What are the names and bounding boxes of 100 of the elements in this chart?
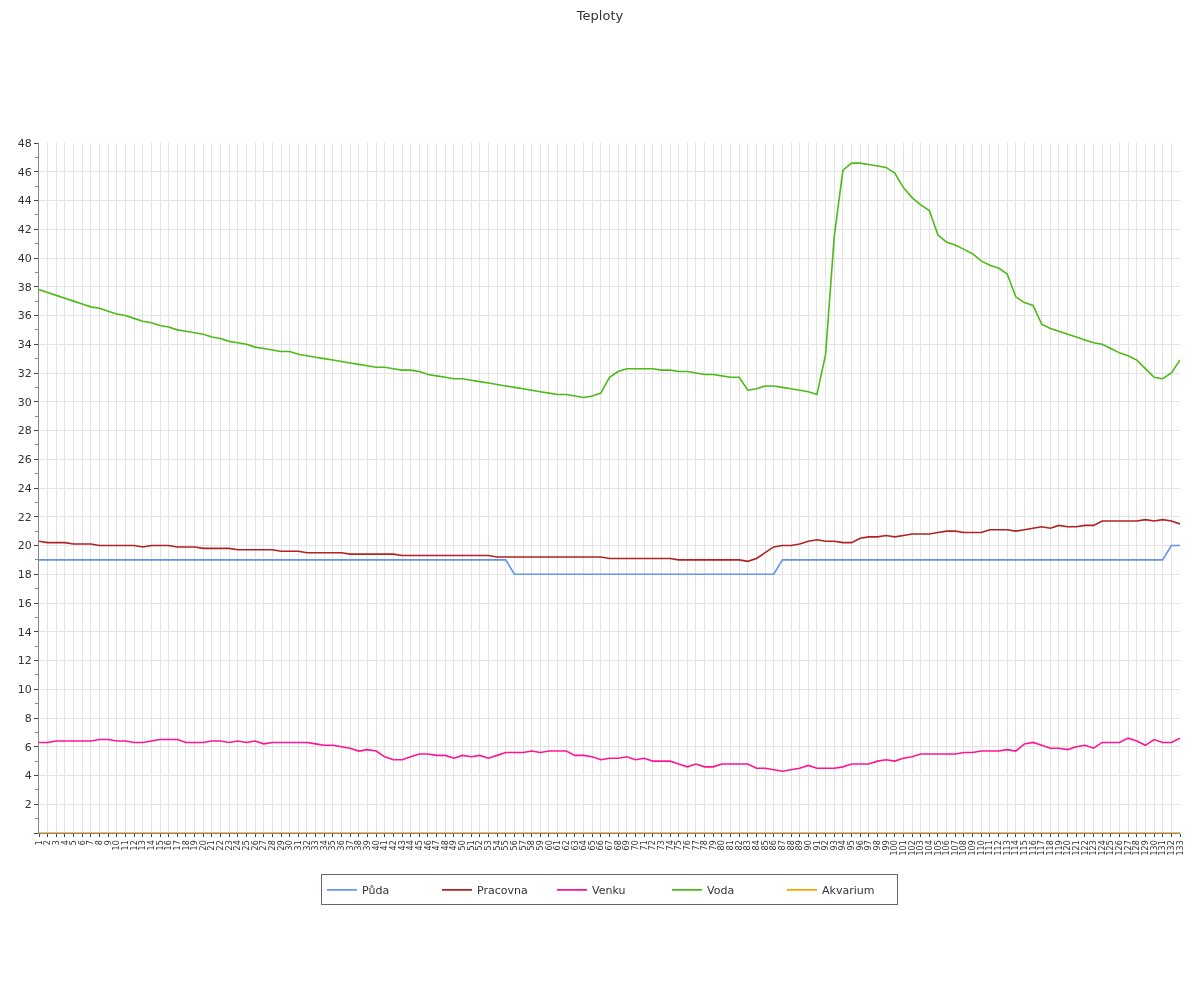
x-tick-label: 99 (881, 840, 891, 851)
x-tick-label: 4 (60, 840, 70, 846)
x-tick-label: 36 (337, 840, 347, 851)
x-tick-label: 105 (933, 840, 943, 856)
x-tick-label: 120 (1063, 840, 1073, 856)
x-tick-label: 9 (103, 840, 113, 846)
x-tick-label: 11 (121, 840, 131, 851)
x-tick-label: 108 (959, 840, 969, 856)
x-tick-label: 128 (1132, 840, 1142, 856)
y-tick-label: 12 (17, 654, 32, 668)
x-tick-label: 33 (311, 840, 321, 851)
x-tick-label: 55 (501, 840, 511, 851)
x-tick-label: 52 (475, 840, 485, 851)
y-tick-label: 24 (17, 481, 32, 495)
x-tick-label: 46 (423, 840, 433, 851)
x-tick-label: 127 (1123, 840, 1133, 856)
x-tick-label: 98 (873, 840, 883, 851)
x-tick-label: 100 (890, 840, 900, 856)
x-tick-label: 72 (648, 840, 658, 851)
y-tick-label: 16 (17, 596, 32, 610)
legend-label: Pracovna (477, 884, 528, 898)
y-tick-label: 2 (24, 798, 32, 812)
x-tick-label: 70 (631, 840, 641, 851)
x-tick-label: 44 (406, 840, 416, 851)
x-tick-label: 20 (198, 840, 208, 851)
y-tick-label: 22 (17, 510, 32, 524)
x-tick-label: 96 (855, 840, 865, 851)
x-tick-label: 122 (1080, 840, 1090, 856)
x-tick-label: 29 (276, 840, 286, 851)
x-tick-label: 23 (224, 840, 234, 851)
x-tick-label: 95 (847, 840, 857, 851)
x-tick-label: 28 (267, 840, 277, 851)
x-tick-label: 67 (605, 840, 615, 851)
x-tick-label: 61 (553, 840, 563, 851)
x-tick-label: 73 (656, 840, 666, 851)
x-tick-label: 75 (674, 840, 684, 851)
x-tick-label: 2 (43, 840, 53, 846)
x-tick-label: 79 (708, 840, 718, 851)
x-tick-label: 109 (968, 840, 978, 856)
x-tick-label: 48 (440, 840, 450, 851)
x-tick-label: 85 (760, 840, 770, 851)
x-tick-label: 21 (207, 840, 217, 851)
x-tick-label: 25 (242, 840, 252, 851)
x-tick-label: 8 (95, 840, 105, 846)
x-tick-label: 6 (77, 840, 87, 846)
y-tick-label: 6 (24, 740, 32, 754)
x-tick-label: 19 (190, 840, 200, 851)
y-tick-label: 42 (17, 223, 32, 237)
y-tick-label: 40 (17, 251, 32, 265)
x-tick-label: 111 (985, 840, 995, 856)
x-tick-label: 130 (1149, 840, 1159, 856)
x-tick-label: 26 (250, 840, 260, 851)
x-tick-label: 42 (389, 840, 398, 851)
x-tick-label: 81 (726, 840, 736, 851)
x-tick-label: 50 (458, 840, 468, 851)
x-tick-label: 66 (596, 840, 606, 851)
x-tick-label: 47 (432, 840, 442, 851)
x-tick-label: 103 (916, 840, 926, 856)
legend-label: Půda (362, 884, 390, 898)
x-tick-label: 32 (302, 840, 312, 851)
y-tick-label: 20 (17, 539, 32, 553)
y-tick-label: 14 (17, 625, 32, 639)
y-tick-label: 26 (17, 453, 32, 467)
x-tick-label: 121 (1071, 840, 1081, 856)
x-tick-label: 65 (587, 840, 597, 851)
x-tick-label: 41 (380, 840, 390, 851)
y-tick-label: 46 (17, 165, 32, 179)
x-tick-label: 89 (795, 840, 805, 851)
x-tick-label: 124 (1097, 840, 1107, 856)
x-tick-label: 106 (942, 840, 952, 856)
legend-label: Akvarium (822, 884, 875, 898)
y-tick-label: 34 (17, 338, 32, 352)
x-tick-label: 40 (371, 840, 381, 851)
x-tick-label: 49 (449, 840, 459, 851)
x-tick-label: 93 (829, 840, 839, 851)
x-tick-label: 94 (838, 840, 848, 851)
chart-title: Teploty (575, 8, 624, 24)
x-tick-label: 3 (51, 840, 61, 846)
x-tick-label: 30 (285, 840, 295, 851)
x-tick-label: 97 (864, 840, 874, 851)
y-tick-label: 28 (17, 424, 32, 438)
y-tick-label: 32 (17, 366, 32, 380)
x-tick-label: 118 (1045, 840, 1055, 856)
x-tick-label: 71 (639, 840, 649, 851)
x-tick-label: 76 (682, 840, 692, 851)
y-tick-label: 44 (17, 194, 32, 208)
y-tick-label: 38 (17, 280, 32, 294)
legend-label: Venku (592, 884, 626, 898)
x-tick-label: 14 (146, 840, 156, 851)
x-tick-label: 62 (561, 840, 571, 851)
x-tick-label: 34 (319, 840, 329, 851)
y-tick-label: 18 (17, 568, 32, 582)
x-tick-label: 57 (518, 840, 528, 851)
x-tick-label: 7 (86, 840, 96, 846)
x-tick-label: 82 (734, 840, 744, 851)
x-tick-label: 123 (1089, 840, 1099, 856)
legend-label: Voda (707, 884, 735, 898)
x-tick-label: 110 (976, 840, 986, 856)
x-tick-label: 68 (613, 840, 623, 851)
x-tick-label: 54 (492, 840, 502, 851)
